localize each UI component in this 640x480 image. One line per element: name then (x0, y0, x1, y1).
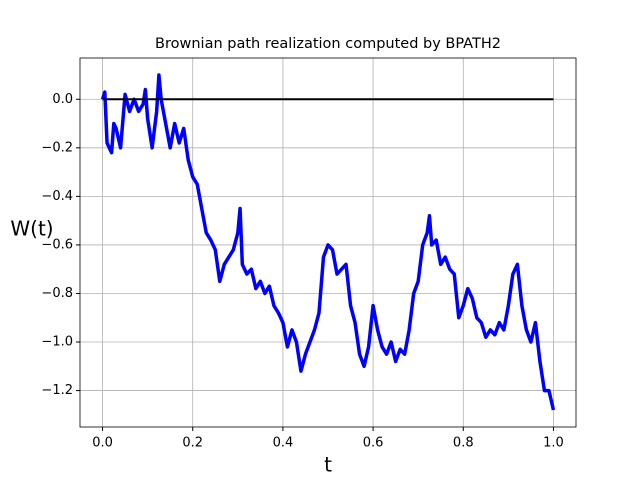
x-tick-label: 0.2 (182, 436, 203, 451)
x-axis-label: t (324, 453, 332, 477)
x-tick-label: 0.4 (273, 436, 294, 451)
plot-frame (79, 57, 577, 428)
y-tick-label: −0.6 (41, 237, 73, 252)
y-axis-label: W(t) (10, 217, 53, 241)
y-tick-label: −1.0 (41, 335, 73, 350)
x-tick-label: 0.6 (363, 436, 384, 451)
x-tick-label: 0.8 (453, 436, 474, 451)
y-tick-label: −0.4 (41, 189, 73, 204)
y-tick-label: −0.2 (41, 140, 73, 155)
x-tick-label: 1.0 (543, 436, 564, 451)
chart-title: Brownian path realization computed by BP… (155, 36, 501, 52)
y-tick-label: −1.2 (41, 383, 73, 398)
y-tick-label: 0.0 (52, 92, 73, 107)
y-tick-label: −0.8 (41, 286, 73, 301)
series-line (100, 73, 556, 411)
x-tick-label: 0.0 (92, 436, 113, 451)
